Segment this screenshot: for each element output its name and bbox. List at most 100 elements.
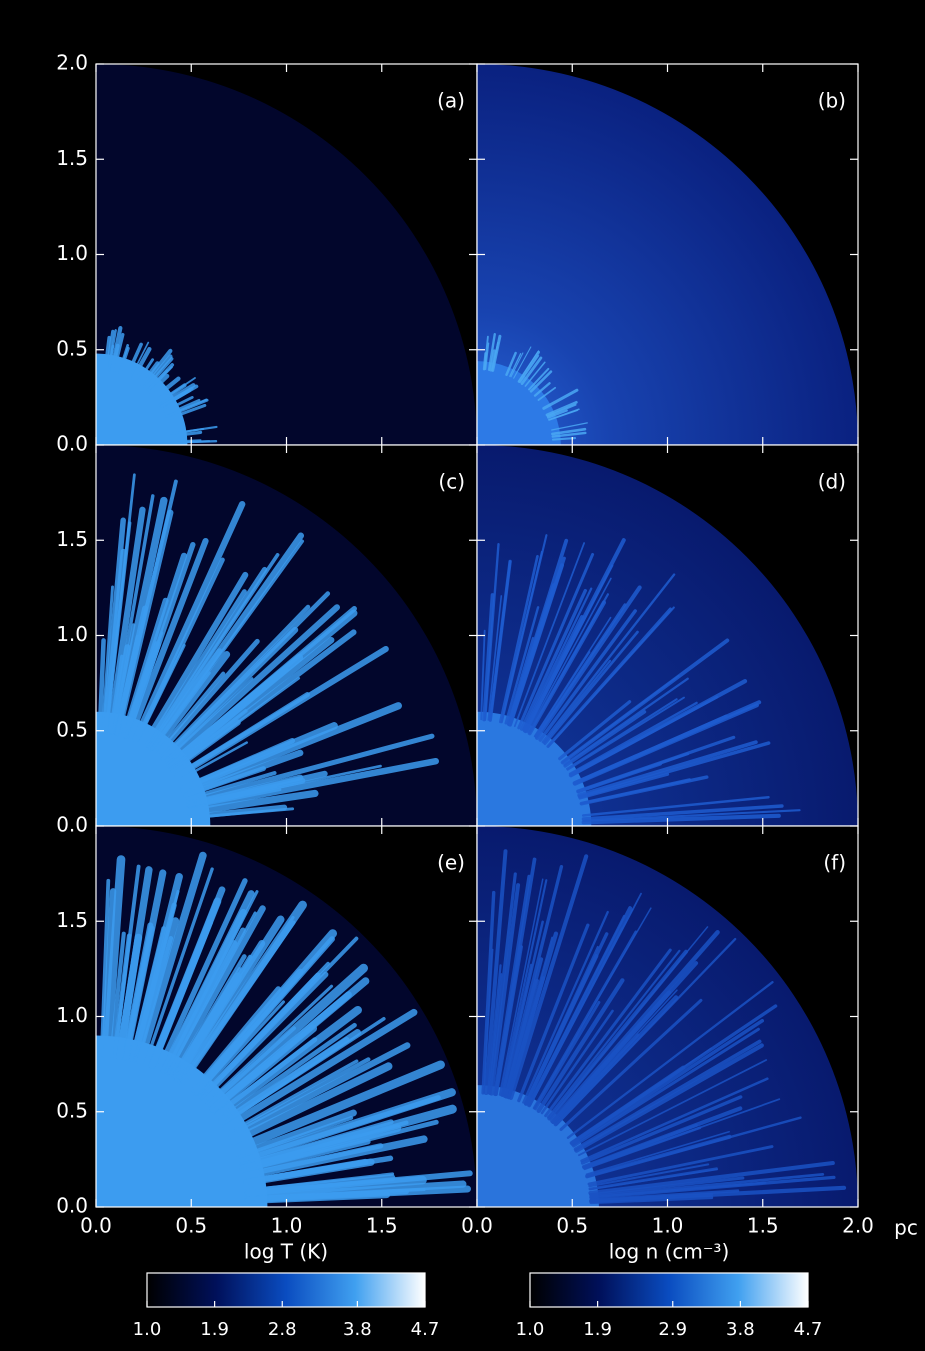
ray xyxy=(134,557,225,743)
ray xyxy=(513,346,532,379)
ray xyxy=(163,940,238,1075)
y-tick-label: 0.0 xyxy=(56,813,88,837)
ray xyxy=(573,714,728,785)
ray xyxy=(107,329,117,372)
panel-label: (f) xyxy=(823,851,846,875)
ray xyxy=(489,349,496,372)
ray xyxy=(486,964,502,1095)
x-tick-label: 1.5 xyxy=(366,1214,398,1238)
ray xyxy=(503,957,544,1099)
ray xyxy=(536,978,625,1113)
ray xyxy=(198,972,321,1100)
ray xyxy=(513,542,585,728)
panel xyxy=(476,444,859,827)
ray xyxy=(589,1173,825,1198)
ray xyxy=(130,346,152,381)
x-tick-label: 0.0 xyxy=(80,1214,112,1238)
panel-image xyxy=(477,826,858,1207)
ray xyxy=(553,989,678,1124)
x-tick-label: 0.5 xyxy=(556,1214,588,1238)
ray xyxy=(545,400,578,417)
y-tick-label: 1.0 xyxy=(56,622,88,646)
ray xyxy=(528,593,609,735)
ray xyxy=(587,1145,774,1186)
y-tick-label: 0.5 xyxy=(56,717,88,741)
x-tick-label: 2.0 xyxy=(842,1214,874,1238)
ray xyxy=(174,645,389,780)
colorbar-title: log n (cm⁻³) xyxy=(609,1240,730,1264)
ray xyxy=(190,986,282,1093)
ray xyxy=(112,864,141,1058)
ray xyxy=(524,945,599,1105)
panel xyxy=(476,63,859,446)
ray xyxy=(559,998,703,1132)
ray xyxy=(576,752,690,793)
ray xyxy=(141,571,249,748)
ray xyxy=(578,772,670,800)
ray xyxy=(491,342,499,372)
panel-label: (c) xyxy=(438,470,465,494)
ray xyxy=(102,855,126,1060)
panel-image xyxy=(96,445,477,826)
core xyxy=(477,1085,599,1207)
ray xyxy=(170,430,203,438)
ray xyxy=(244,1174,396,1196)
ray xyxy=(121,922,154,1061)
ray xyxy=(101,517,126,734)
ray xyxy=(505,351,517,376)
ray xyxy=(242,1158,375,1187)
ray xyxy=(482,352,487,371)
ray xyxy=(561,674,680,764)
ray xyxy=(547,409,568,419)
colorbar-tick-label: 4.7 xyxy=(411,1319,440,1340)
ray xyxy=(178,741,248,782)
ray xyxy=(125,631,164,738)
ray xyxy=(186,757,439,812)
ray xyxy=(566,696,685,771)
ray xyxy=(99,878,111,1057)
disk xyxy=(96,64,477,445)
ray xyxy=(578,1059,768,1157)
ray xyxy=(546,949,681,1119)
ray xyxy=(132,501,246,743)
ray xyxy=(174,915,285,1083)
ray xyxy=(589,1181,767,1199)
ray xyxy=(222,1008,418,1131)
panel-label: (d) xyxy=(818,470,846,494)
ray xyxy=(504,606,540,725)
ray xyxy=(533,382,551,397)
ray xyxy=(524,932,609,1106)
ray xyxy=(551,431,587,438)
ray xyxy=(239,1119,394,1168)
ray xyxy=(166,403,207,421)
ray xyxy=(509,353,522,377)
ray xyxy=(588,1167,718,1191)
ray xyxy=(148,897,222,1070)
core xyxy=(96,353,188,445)
ray xyxy=(97,638,106,734)
ray xyxy=(589,1185,847,1204)
colorbar-tick-label: 2.8 xyxy=(268,1319,297,1340)
ray xyxy=(167,668,289,768)
panel xyxy=(95,825,478,1208)
panel-image xyxy=(96,64,477,445)
x-tick-label: 1.0 xyxy=(652,1214,684,1238)
ray xyxy=(164,398,201,416)
colorbar-tick-label: 3.8 xyxy=(343,1319,372,1340)
ray xyxy=(579,778,691,805)
ray xyxy=(510,352,524,378)
colorbar-tick-label: 4.7 xyxy=(794,1319,823,1340)
x-tick-label: 0.5 xyxy=(175,1214,207,1238)
ray xyxy=(506,636,535,725)
ray xyxy=(220,1036,350,1126)
ray xyxy=(481,890,496,1095)
ray xyxy=(498,878,544,1096)
ray xyxy=(553,1033,640,1126)
ray xyxy=(162,396,194,413)
ray xyxy=(517,552,595,730)
panel-image xyxy=(477,445,858,826)
ray xyxy=(125,342,143,378)
colorbar-tick-label: 2.9 xyxy=(658,1319,687,1340)
ray xyxy=(534,603,627,739)
